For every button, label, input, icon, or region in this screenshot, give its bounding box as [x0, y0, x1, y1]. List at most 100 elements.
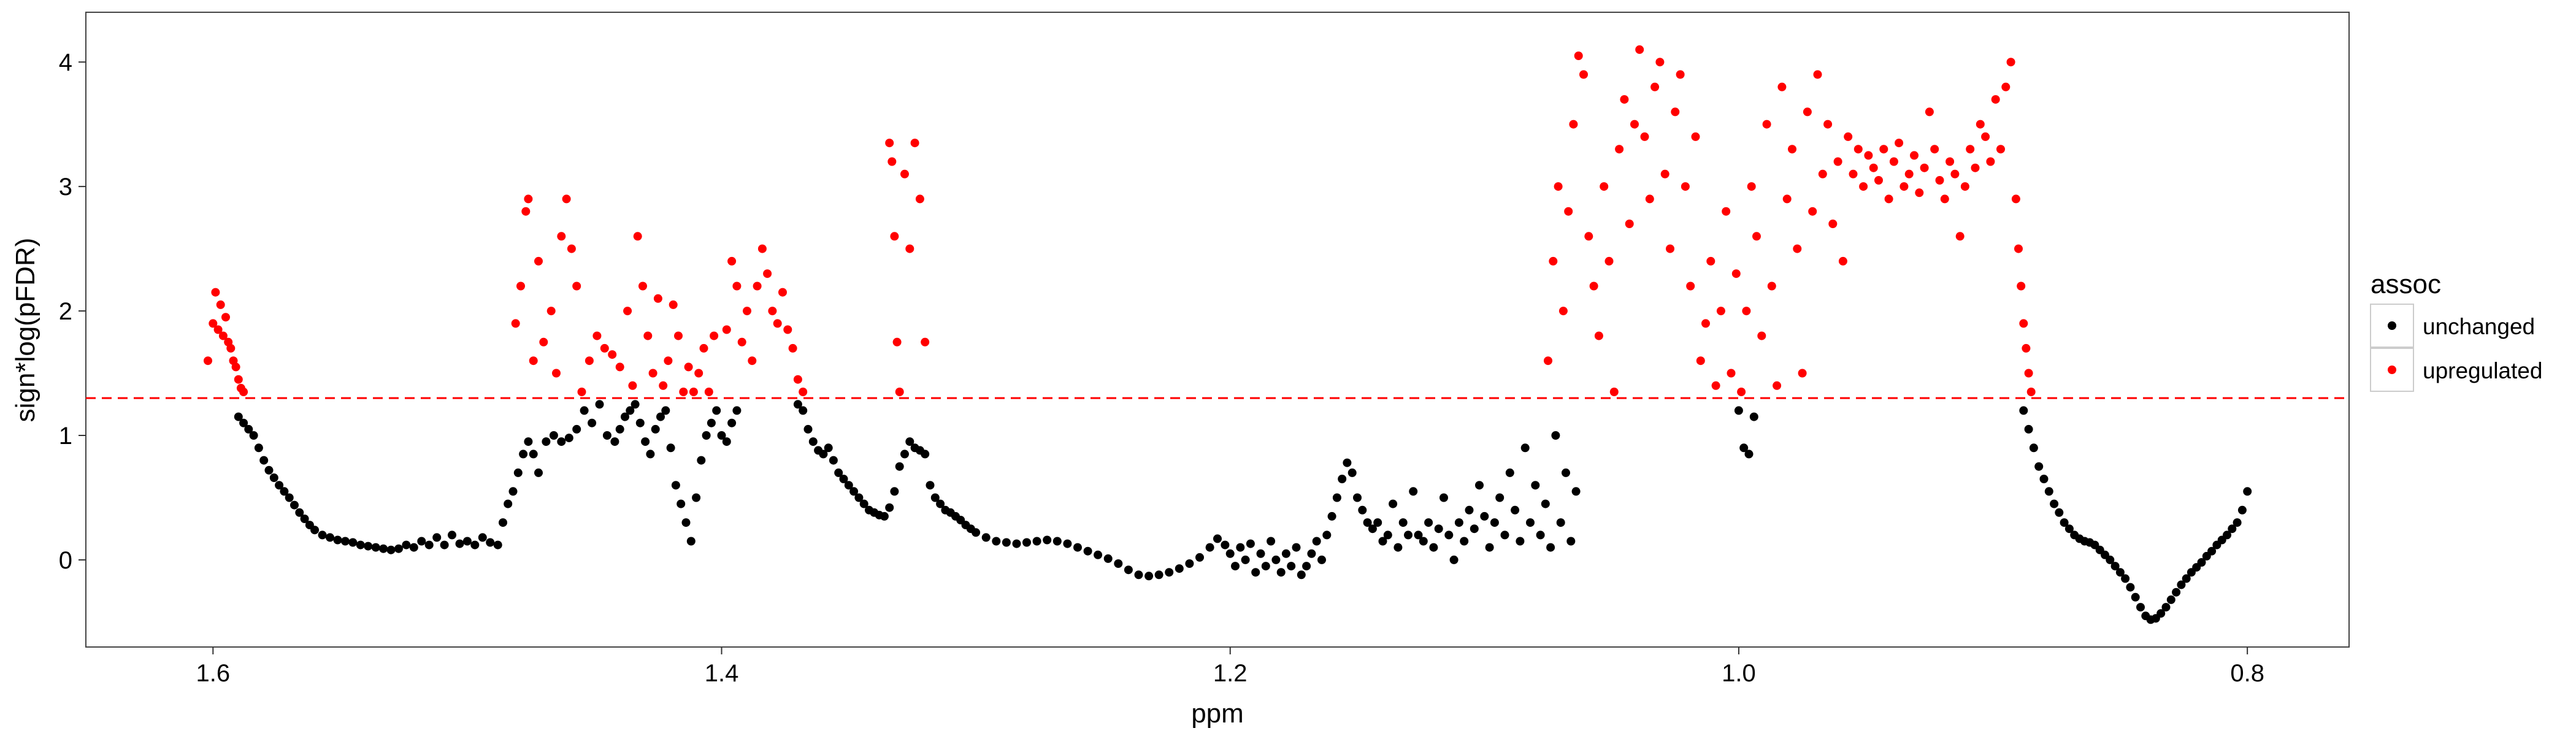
- point-unchanged: [1475, 481, 1484, 490]
- point-unchanged: [2156, 609, 2166, 618]
- point-unchanged: [621, 412, 629, 421]
- point-upregulated: [2014, 244, 2023, 253]
- point-unchanged: [2177, 580, 2186, 589]
- y-axis-label: sign*log(pFDR): [10, 238, 40, 423]
- point-upregulated: [900, 169, 909, 178]
- point-upregulated: [2022, 343, 2031, 353]
- point-unchanged: [534, 468, 543, 477]
- point-upregulated: [689, 388, 698, 396]
- point-unchanged: [1073, 543, 1082, 552]
- point-unchanged: [1424, 518, 1433, 527]
- point-upregulated: [1635, 45, 1644, 54]
- y-tick-label: 1: [59, 423, 72, 450]
- point-unchanged: [1241, 555, 1250, 564]
- x-tick-label: 1.2: [1213, 660, 1248, 687]
- point-unchanged: [2034, 462, 2044, 471]
- point-upregulated: [1823, 120, 1833, 129]
- point-unchanged: [1566, 537, 1576, 546]
- point-unchanged: [1267, 537, 1276, 546]
- point-upregulated: [773, 319, 782, 328]
- point-unchanged: [1302, 562, 1311, 571]
- point-unchanged: [1511, 505, 1520, 515]
- point-unchanged: [1271, 555, 1281, 564]
- point-upregulated: [664, 356, 673, 366]
- point-unchanged: [1556, 518, 1565, 527]
- point-upregulated: [1681, 182, 1690, 191]
- point-upregulated: [1935, 176, 1944, 185]
- point-unchanged: [1551, 431, 1560, 440]
- point-upregulated: [628, 381, 637, 390]
- point-upregulated: [562, 194, 571, 204]
- point-unchanged: [681, 518, 691, 527]
- point-upregulated: [1604, 256, 1614, 266]
- point-unchanged: [602, 431, 611, 440]
- point-upregulated: [521, 207, 531, 216]
- point-unchanged: [707, 418, 716, 427]
- point-unchanged: [1414, 530, 1423, 540]
- point-unchanged: [1562, 468, 1570, 477]
- point-upregulated: [905, 244, 914, 253]
- point-unchanged: [524, 437, 533, 446]
- point-upregulated: [778, 288, 787, 297]
- point-unchanged: [1083, 546, 1092, 556]
- point-unchanged: [549, 431, 558, 440]
- x-tick-label: 1.0: [1722, 660, 1756, 687]
- point-unchanged: [557, 437, 566, 446]
- point-unchanged: [1353, 493, 1362, 502]
- point-unchanged: [2044, 487, 2053, 496]
- point-unchanged: [1338, 475, 1347, 483]
- point-unchanged: [409, 543, 418, 552]
- point-upregulated: [768, 307, 777, 316]
- point-upregulated: [699, 343, 708, 353]
- point-upregulated: [653, 294, 662, 303]
- point-unchanged: [732, 406, 742, 415]
- point-upregulated: [615, 362, 624, 372]
- point-unchanged: [890, 487, 899, 496]
- point-upregulated: [1752, 232, 1761, 241]
- point-unchanged: [880, 511, 889, 521]
- point-unchanged: [2055, 508, 2064, 517]
- point-unchanged: [1485, 543, 1494, 552]
- point-unchanged: [1536, 530, 1545, 540]
- point-unchanged: [2060, 518, 2069, 527]
- point-unchanged: [2050, 499, 2059, 508]
- legend-key-upregulated: [2388, 366, 2396, 374]
- point-unchanged: [1022, 538, 1031, 547]
- point-unchanged: [275, 481, 284, 490]
- point-upregulated: [732, 281, 742, 291]
- point-upregulated: [1609, 388, 1619, 396]
- point-unchanged: [1749, 412, 1758, 421]
- y-tick-label: 3: [59, 174, 72, 201]
- point-upregulated: [1838, 256, 1847, 266]
- y-tick-label: 0: [59, 547, 72, 574]
- legend-label-unchanged: unchanged: [2423, 314, 2535, 339]
- point-upregulated: [890, 232, 899, 241]
- point-upregulated: [679, 388, 688, 396]
- point-unchanged: [529, 450, 538, 459]
- point-upregulated: [659, 381, 668, 390]
- point-upregulated: [216, 300, 225, 309]
- point-unchanged: [2110, 562, 2120, 571]
- point-unchanged: [1383, 530, 1392, 540]
- point-unchanged: [333, 535, 342, 545]
- point-upregulated: [221, 313, 230, 322]
- point-upregulated: [799, 388, 808, 396]
- point-upregulated: [1864, 151, 1873, 160]
- point-upregulated: [1737, 388, 1746, 396]
- point-upregulated: [1889, 157, 1898, 166]
- point-unchanged: [793, 400, 802, 409]
- point-unchanged: [1470, 524, 1479, 534]
- point-upregulated: [1955, 232, 1965, 241]
- point-unchanged: [697, 456, 706, 465]
- point-upregulated: [704, 388, 713, 396]
- point-unchanged: [2223, 530, 2231, 540]
- point-unchanged: [1213, 534, 1222, 543]
- point-upregulated: [511, 319, 520, 328]
- point-unchanged: [849, 487, 859, 496]
- point-upregulated: [1818, 169, 1827, 178]
- point-unchanged: [1398, 518, 1408, 527]
- point-upregulated: [1544, 356, 1552, 366]
- point-unchanged: [692, 493, 701, 502]
- point-unchanged: [513, 468, 523, 477]
